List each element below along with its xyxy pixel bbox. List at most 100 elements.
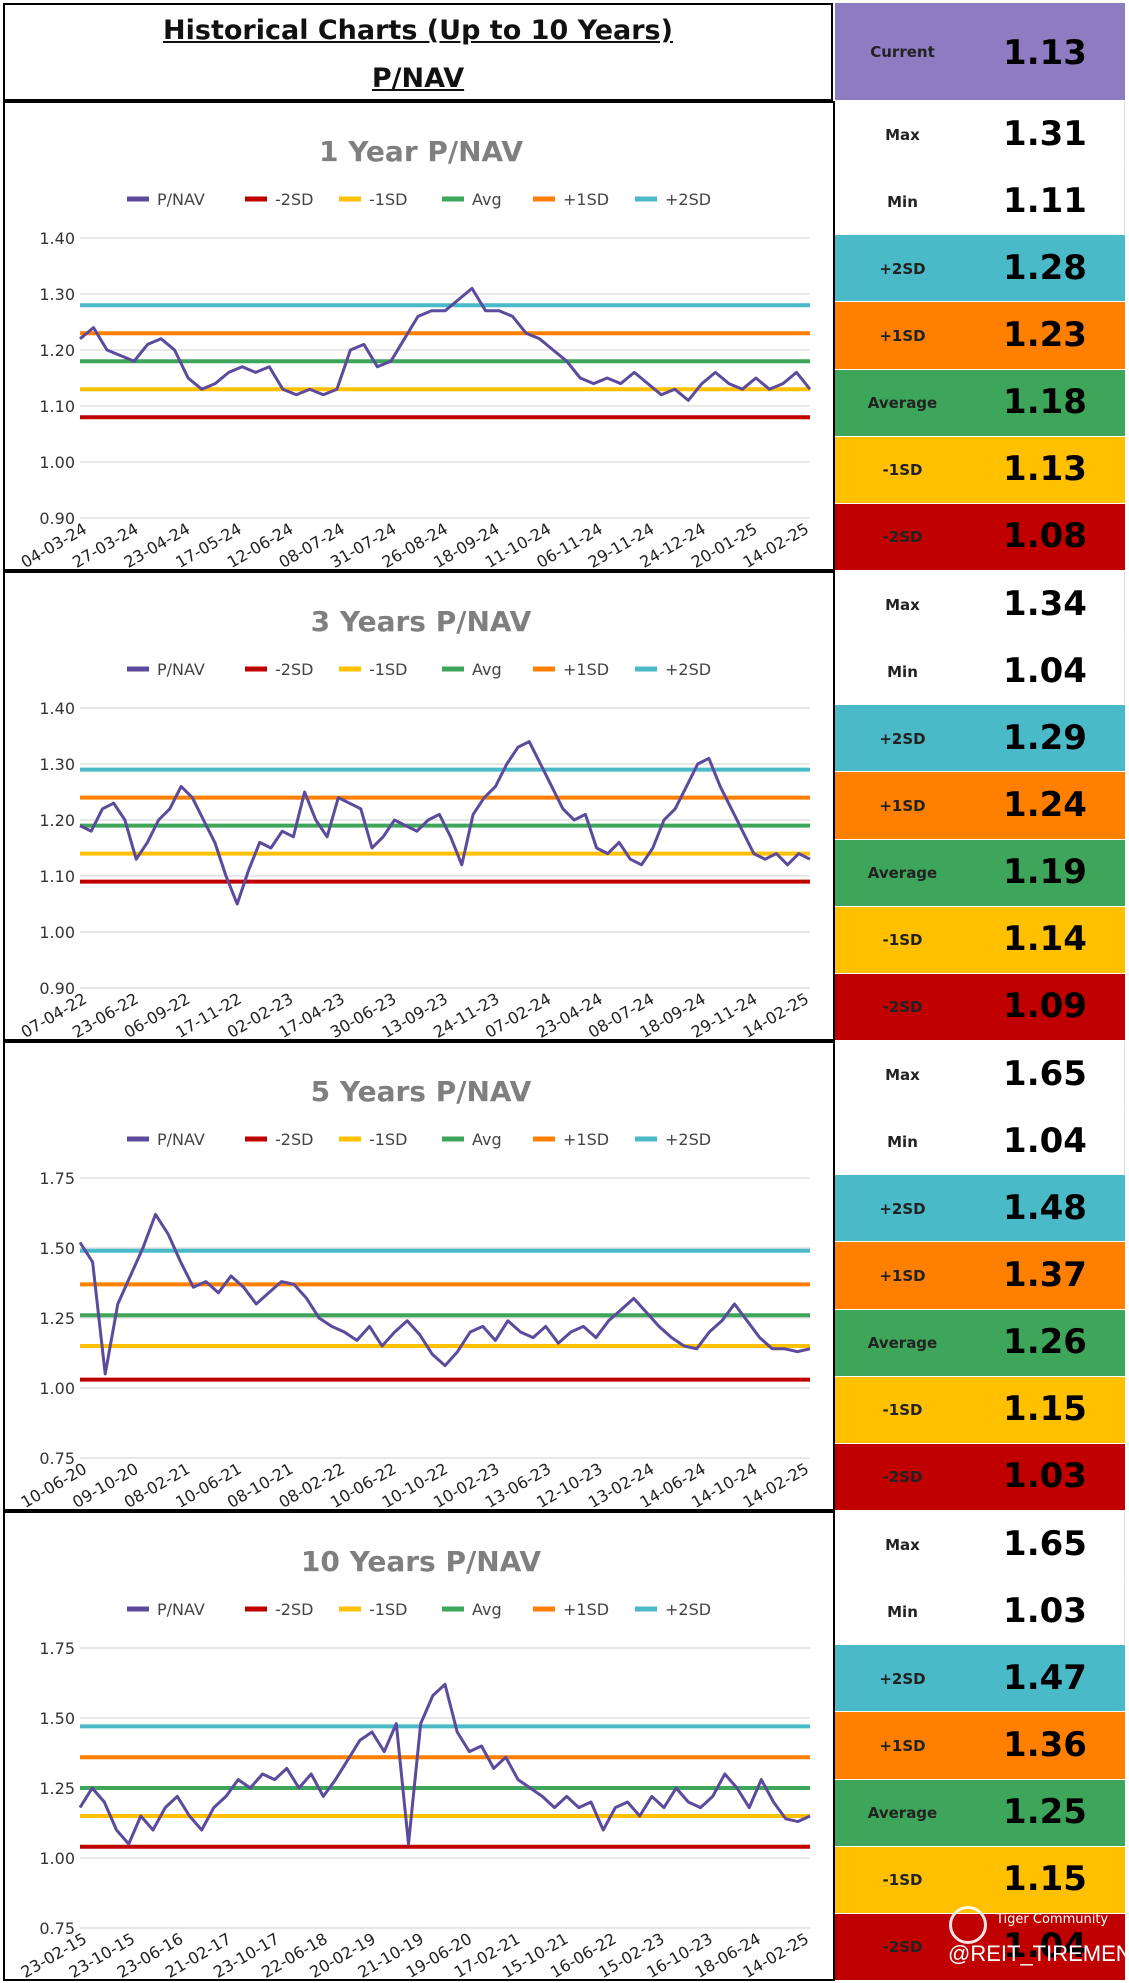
stat-cell-average: Average 1.19 [835, 839, 1125, 907]
stat-cell-average: Average 1.25 [835, 1779, 1125, 1847]
stat-label: +2SD [879, 729, 926, 748]
chart-title: 3 Years P/NAV [311, 605, 532, 638]
y-tick-label: 0.75 [39, 1919, 75, 1938]
legend-label: P/NAV [157, 660, 205, 679]
stat-cell-minus2sd: -2SD 1.08 [835, 503, 1125, 571]
stat-cell-minus2sd: -2SD 1.03 [835, 1443, 1125, 1511]
stat-label: -1SD [882, 1401, 923, 1420]
stat-value: 1.28 [1003, 247, 1087, 288]
stat-label: +1SD [879, 1736, 926, 1755]
stat-cell-min: Min 1.03 [835, 1578, 1125, 1646]
stat-label: -1SD [882, 461, 923, 480]
stat-value: 1.31 [1003, 113, 1087, 154]
stat-cell-plus2sd: +2SD 1.47 [835, 1645, 1125, 1713]
legend-label: Avg [472, 190, 502, 209]
legend-label: +2SD [665, 190, 711, 209]
stat-label: +1SD [879, 1266, 926, 1285]
watermark-handle: @REIT_TIREMENT [948, 1941, 1129, 1966]
y-tick-label: 1.25 [39, 1779, 75, 1798]
stat-label: +2SD [879, 259, 926, 278]
stat-value: 1.03 [1003, 1590, 1087, 1631]
stat-label: Max [885, 1535, 920, 1554]
stat-value: 1.34 [1003, 583, 1087, 624]
legend-label: -2SD [275, 1130, 313, 1149]
stat-label: Max [885, 125, 920, 144]
stat-cell-minus1sd: -1SD 1.14 [835, 906, 1125, 974]
stat-label: Average [867, 394, 938, 413]
stat-cell-max: Max 1.31 [835, 101, 1125, 169]
stat-label: Average [867, 1334, 938, 1353]
tiger-community-logo-icon [949, 1906, 987, 1944]
stat-cell-minus1sd: -1SD 1.15 [835, 1846, 1125, 1914]
y-tick-label: 1.00 [39, 453, 75, 472]
stat-value: 1.14 [1003, 919, 1087, 960]
legend-label: -1SD [369, 660, 407, 679]
legend-label: P/NAV [157, 1600, 205, 1619]
chart-svg: 3 Years P/NAV P/NAV -2SD -1SD Avg +1SD +2SD 0.9… [18, 605, 812, 1042]
stat-value: 1.04 [1003, 650, 1087, 691]
y-tick-label: 1.10 [39, 397, 75, 416]
legend-label: +1SD [563, 190, 609, 209]
legend-label: -1SD [369, 1600, 407, 1619]
chart-title: 1 Year P/NAV [319, 135, 523, 168]
stat-label: Max [885, 1065, 920, 1084]
stat-value: 1.24 [1003, 784, 1087, 825]
legend-label: +1SD [563, 660, 609, 679]
stat-cell-plus1sd: +1SD 1.23 [835, 302, 1125, 370]
y-tick-label: 1.75 [39, 1169, 75, 1188]
stat-value: 1.11 [1003, 180, 1087, 221]
stat-label: -1SD [882, 931, 923, 950]
stat-cell-plus2sd: +2SD 1.48 [835, 1175, 1125, 1243]
y-tick-label: 1.30 [39, 755, 75, 774]
legend-label: Avg [472, 1130, 502, 1149]
stat-cell-plus1sd: +1SD 1.24 [835, 772, 1125, 840]
legend-label: P/NAV [157, 1130, 205, 1149]
legend-label: +2SD [665, 1130, 711, 1149]
series-line-pnav [79, 740, 811, 906]
legend-label: -1SD [369, 1130, 407, 1149]
chart-panel-4: 10 Years P/NAV P/NAV -2SD -1SD Avg +1SD +2SD 0.… [3, 1511, 835, 1982]
legend-label: +2SD [665, 1600, 711, 1619]
stat-value: 1.18 [1003, 382, 1087, 423]
stat-value: 1.04 [1003, 1120, 1087, 1161]
y-tick-label: 1.50 [39, 1239, 75, 1258]
stat-cell-max: Max 1.65 [835, 1041, 1125, 1109]
stat-cell-min: Min 1.04 [835, 638, 1125, 706]
stat-label: -2SD [882, 998, 923, 1017]
chart-panel-1: 1 Year P/NAV P/NAV -2SD -1SD Avg +1SD +2SD 0.90… [3, 101, 835, 572]
page-subtitle: P/NAV [371, 63, 465, 94]
y-tick-label: 1.40 [39, 699, 75, 718]
stat-value: 1.15 [1003, 1389, 1087, 1430]
series-line-pnav [78, 1682, 811, 1846]
stat-cell-minus1sd: -1SD 1.13 [835, 436, 1125, 504]
y-tick-label: 1.25 [39, 1309, 75, 1328]
stat-value: 1.19 [1003, 852, 1087, 893]
y-tick-label: 1.20 [39, 341, 75, 360]
stat-cell-plus1sd: +1SD 1.36 [835, 1712, 1125, 1780]
y-tick-label: 1.40 [39, 229, 75, 248]
stat-cell-min: Min 1.04 [835, 1108, 1125, 1176]
stat-value: 1.03 [1003, 1456, 1087, 1497]
y-tick-label: 1.20 [39, 811, 75, 830]
stat-value: 1.08 [1003, 516, 1087, 557]
current-label: Current [870, 43, 935, 61]
stat-cell-plus2sd: +2SD 1.28 [835, 235, 1125, 303]
legend-label: +1SD [563, 1600, 609, 1619]
stat-label: +2SD [879, 1199, 926, 1218]
stat-cell-minus2sd: -2SD 1.09 [835, 973, 1125, 1041]
y-tick-label: 1.50 [39, 1709, 75, 1728]
stat-value: 1.47 [1003, 1657, 1087, 1698]
legend-label: +1SD [563, 1130, 609, 1149]
header-title-box: Historical Charts (Up to 10 Years) P/NAV [3, 3, 833, 101]
chart-panel-2: 3 Years P/NAV P/NAV -2SD -1SD Avg +1SD +2SD 0.9… [3, 571, 835, 1042]
y-tick-label: 0.75 [39, 1449, 75, 1468]
stat-cell-minus1sd: -1SD 1.15 [835, 1376, 1125, 1444]
stat-value: 1.36 [1003, 1724, 1087, 1765]
stat-label: Max [885, 595, 920, 614]
stat-cell-min: Min 1.11 [835, 168, 1125, 236]
y-tick-label: 1.10 [39, 867, 75, 886]
chart-svg: 10 Years P/NAV P/NAV -2SD -1SD Avg +1SD +2SD 0.… [18, 1545, 812, 1982]
y-tick-label: 0.90 [39, 509, 75, 528]
stat-value: 1.23 [1003, 314, 1087, 355]
